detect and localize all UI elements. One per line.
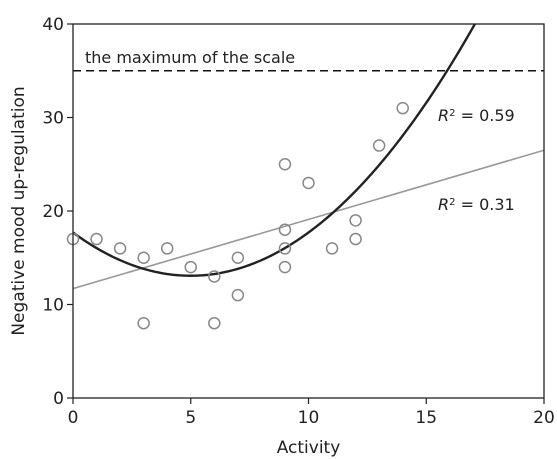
x-axis-title: Activity [277,438,341,458]
x-tick-label: 10 [298,408,320,428]
data-point [184,260,197,274]
r2-quad-r: R [438,106,449,125]
data-point [231,251,245,264]
data-point [160,242,174,255]
fit-lines [73,24,544,290]
data-point [372,139,386,152]
r2-lin-sup: 2 [449,197,455,208]
r2-lin-value: = 0.31 [456,195,515,214]
x-tick-label: 15 [415,408,437,428]
y-axis-title: Negative mood up-regulation [9,86,29,335]
linear-fit-line [73,149,544,290]
data-point [208,316,221,330]
data-point [325,242,339,255]
data-point [396,101,409,115]
data-point [278,260,292,274]
data-point [137,251,150,264]
y-axis-ticks: 0 10 20 30 40 [42,15,73,409]
quadratic-fit-curve [73,24,477,277]
data-point [208,270,221,283]
data-point [113,242,127,255]
data-point [90,232,103,246]
quadratic-r2-label: R2 = 0.59 [438,106,515,125]
y-tick-label: 0 [53,389,64,409]
data-point [278,242,292,255]
reference-line-label: the maximum of the scale [85,48,295,67]
data-point [278,223,292,236]
x-tick-label: 20 [533,408,555,428]
data-point [302,176,315,190]
plot-frame [72,23,545,399]
y-tick-label: 20 [42,202,64,222]
r2-lin-r: R [438,195,449,214]
y-tick-label: 40 [42,15,64,35]
data-point [137,316,150,330]
data-point [231,288,245,302]
data-points [66,101,409,330]
data-point [278,158,292,171]
r2-quad-value: = 0.59 [456,106,515,125]
x-tick-label: 0 [68,408,79,428]
r2-quad-sup: 2 [449,108,455,119]
data-point [349,214,362,227]
x-tick-label: 5 [185,408,196,428]
y-tick-label: 10 [42,296,64,316]
linear-r2-label: R2 = 0.31 [438,195,515,214]
data-point [349,232,362,246]
x-axis-ticks: 0 5 10 15 20 [68,398,555,428]
y-tick-label: 30 [42,109,64,129]
